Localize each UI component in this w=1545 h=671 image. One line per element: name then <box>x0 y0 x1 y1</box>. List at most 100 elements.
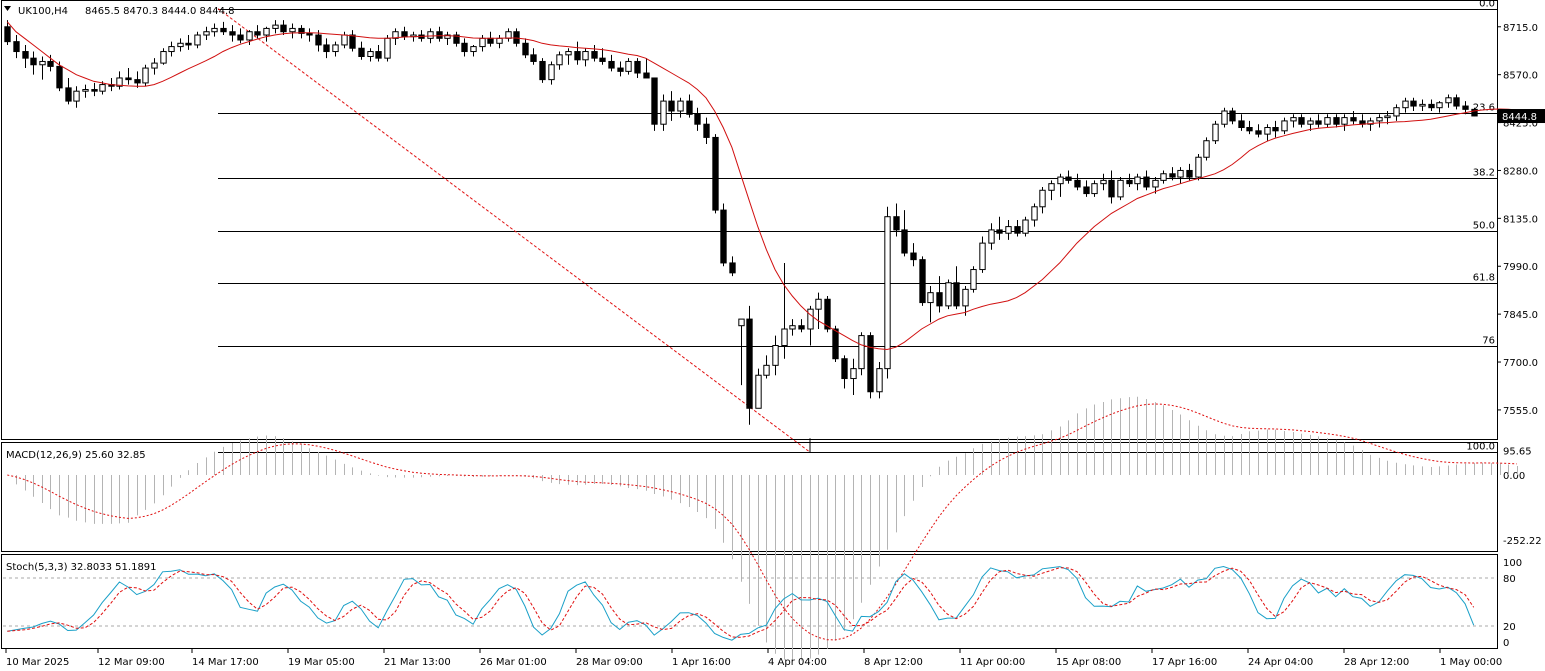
candle-bear <box>134 79 141 84</box>
candle-bull <box>1117 179 1124 198</box>
candle-bull <box>815 298 822 310</box>
candle-bear <box>1083 186 1090 195</box>
macd-label: MACD(12,26,9) 25.60 32.85 <box>6 450 146 461</box>
candle-bear <box>1333 117 1340 125</box>
price-tick-label: 7700.0 <box>1503 358 1538 369</box>
price-tick-label: 8425.0 <box>1503 119 1538 130</box>
candle-bear <box>1014 226 1021 234</box>
candle-bear <box>254 31 261 36</box>
candle-bull <box>1221 110 1228 125</box>
moving-average <box>6 21 1517 351</box>
candle-bear <box>703 123 710 138</box>
stoch-signal-line <box>7 567 1475 638</box>
candle-bull <box>1031 206 1038 221</box>
candle-bear <box>1410 100 1417 107</box>
candle-bear <box>91 89 98 92</box>
candle-bear <box>522 42 529 56</box>
candle-bull <box>1195 156 1202 178</box>
candle-bear <box>13 41 20 53</box>
candle-bear <box>712 136 719 211</box>
time-axis: 10 Mar 2025 12 Mar 09:00 14 Mar 17:00 19 Ma… <box>5 649 1502 668</box>
candle-bull <box>1324 117 1331 125</box>
candle-bear <box>1350 117 1357 122</box>
macd-signal-line <box>7 403 1517 641</box>
fibo-level-label: 23.6 <box>1473 103 1495 114</box>
candle-bear <box>323 44 330 53</box>
candle-bear <box>315 34 322 46</box>
candle-bear <box>996 229 1003 234</box>
candle-bear <box>1298 117 1305 125</box>
candle-bear <box>185 42 192 46</box>
candle-bear <box>651 77 658 125</box>
candle-bear <box>919 259 926 304</box>
candle-bull <box>876 368 883 393</box>
candle-bull <box>1384 115 1391 119</box>
candle-bull <box>582 51 589 61</box>
candle-bull <box>272 24 279 29</box>
candle-bear <box>824 298 831 330</box>
time-tick-label: 12 Mar 09:00 <box>98 657 165 668</box>
candle-bear <box>375 51 382 59</box>
candle-bear <box>125 77 132 81</box>
candle-bull <box>160 51 167 64</box>
time-tick-label: 1 Apr 16:00 <box>672 657 731 668</box>
candle-bear <box>298 27 305 34</box>
candle-bull <box>1264 127 1271 135</box>
symbol-dropdown-icon[interactable] <box>4 6 11 11</box>
candle-bull <box>82 89 89 92</box>
candle-bear <box>349 34 356 49</box>
candle-bull <box>970 269 977 290</box>
candle-bull <box>168 46 175 53</box>
candle-bull <box>444 34 451 39</box>
price-tick-label: 7990.0 <box>1503 262 1538 273</box>
candle-bear <box>1315 120 1322 125</box>
candle-bear <box>401 31 408 38</box>
time-tick-label: 17 Apr 16:00 <box>1152 657 1217 668</box>
candle-bull <box>116 77 123 87</box>
candle-bear <box>841 358 848 380</box>
price-tick-label: 7555.0 <box>1503 406 1538 417</box>
macd-tick-label: 95.65 <box>1503 446 1532 457</box>
candle-bull <box>263 27 270 36</box>
fibo-level-label: 100.0 <box>1466 442 1495 453</box>
candle-bear <box>729 262 736 274</box>
candle-bull <box>367 51 374 58</box>
candle-bull <box>1212 123 1219 142</box>
candle-bull <box>789 325 796 330</box>
stochastic-indicator: 100 80 20 0 <box>3 558 1522 649</box>
candle-bull <box>660 100 667 125</box>
candle-bear <box>306 32 313 36</box>
candle-bear <box>461 42 468 53</box>
candle-bear <box>617 67 624 72</box>
fibo-level-label: 76 <box>1482 336 1495 347</box>
price-tick-label: 7845.0 <box>1503 310 1538 321</box>
time-tick-label: 4 Apr 04:00 <box>768 657 827 668</box>
candle-bull <box>945 282 952 307</box>
candle-bull <box>677 100 684 112</box>
macd-tick-label: 0.00 <box>1503 471 1525 482</box>
stoch-tick-label: 80 <box>1503 574 1516 585</box>
time-tick-label: 24 Apr 04:00 <box>1248 657 1313 668</box>
candle-bull <box>39 60 46 66</box>
price-tick-label: 8570.0 <box>1503 71 1538 82</box>
candle-bear <box>220 27 227 33</box>
candle-bear <box>694 113 701 125</box>
candle-bear <box>436 31 443 39</box>
time-tick-label: 26 Mar 01:00 <box>480 657 547 668</box>
candle-bear <box>229 31 236 36</box>
stoch-main-line <box>7 565 1475 641</box>
candle-bear <box>487 37 494 44</box>
candle-bull <box>194 34 201 46</box>
candle-bull <box>332 44 339 53</box>
candle-bull <box>384 37 391 59</box>
candle-bear <box>358 47 365 57</box>
candle-bull <box>1445 97 1452 104</box>
candle-bear <box>936 292 943 307</box>
candle-bull <box>556 54 563 66</box>
time-tick-label: 10 Mar 2025 <box>6 657 69 668</box>
candle-bear <box>1428 103 1435 109</box>
time-tick-label: 8 Apr 12:00 <box>864 657 923 668</box>
stoch-tick-label: 0 <box>1503 638 1509 649</box>
candle-bull <box>479 37 486 48</box>
candle-bull <box>203 31 210 36</box>
